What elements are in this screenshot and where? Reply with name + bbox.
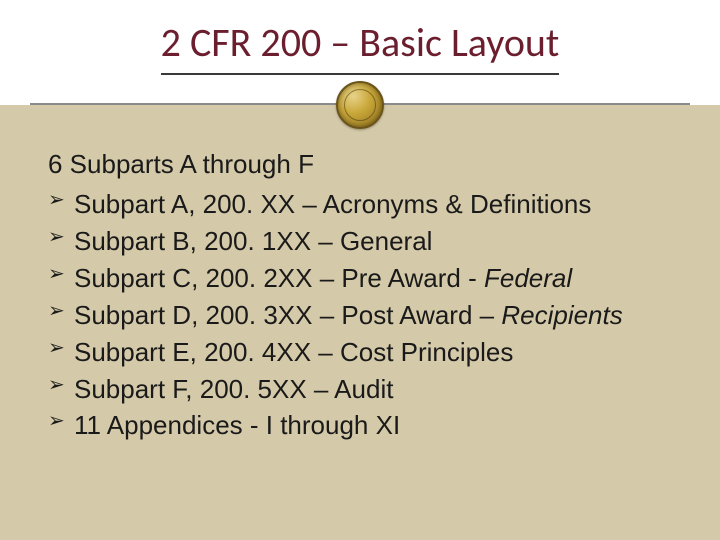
- slide-title: 2 CFR 200 – Basic Layout: [161, 18, 560, 75]
- content-heading: 6 Subparts A through F: [48, 149, 680, 180]
- bullet-list: Subpart A, 200. XX – Acronyms & Definiti…: [48, 186, 680, 444]
- item-text: 11 Appendices - I through XI: [74, 410, 400, 440]
- list-item: Subpart C, 200. 2XX – Pre Award - Federa…: [48, 260, 680, 297]
- list-item: 11 Appendices - I through XI: [48, 407, 680, 444]
- content-area: 6 Subparts A through F Subpart A, 200. X…: [0, 105, 720, 444]
- seal-icon: [336, 81, 384, 129]
- item-text: Subpart E, 200. 4XX – Cost Principles: [74, 337, 513, 367]
- list-item: Subpart B, 200. 1XX – General: [48, 223, 680, 260]
- list-item: Subpart A, 200. XX – Acronyms & Definiti…: [48, 186, 680, 223]
- item-text: Subpart A, 200. XX – Acronyms & Definiti…: [74, 189, 591, 219]
- item-text: Subpart B, 200. 1XX – General: [74, 226, 432, 256]
- slide: 2 CFR 200 – Basic Layout 6 Subparts A th…: [0, 0, 720, 540]
- item-italic: Recipients: [501, 300, 622, 330]
- item-text: Subpart F, 200. 5XX – Audit: [74, 374, 393, 404]
- item-text: Subpart D, 200. 3XX – Post Award –: [74, 300, 501, 330]
- title-area: 2 CFR 200 – Basic Layout: [0, 0, 720, 105]
- item-text: Subpart C, 200. 2XX – Pre Award -: [74, 263, 484, 293]
- list-item: Subpart E, 200. 4XX – Cost Principles: [48, 334, 680, 371]
- list-item: Subpart D, 200. 3XX – Post Award – Recip…: [48, 297, 680, 334]
- list-item: Subpart F, 200. 5XX – Audit: [48, 371, 680, 408]
- item-italic: Federal: [484, 263, 572, 293]
